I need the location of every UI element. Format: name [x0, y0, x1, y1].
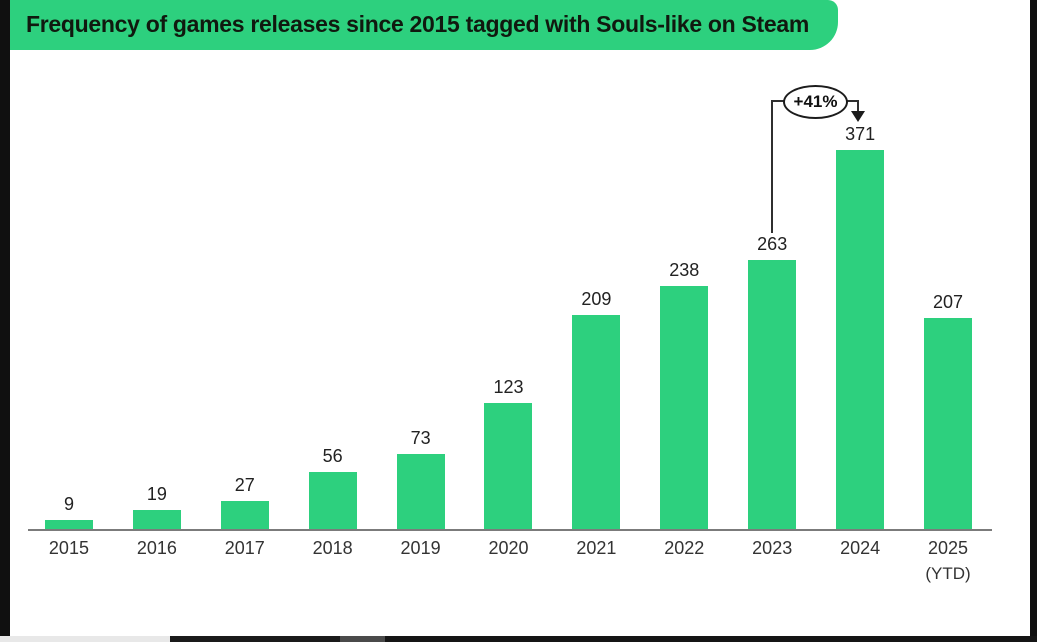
bar-column-2016: 19 [113, 90, 201, 529]
annotation-connector-line-left [771, 100, 784, 102]
x-axis-label-2018: 2018 [312, 538, 353, 558]
bar-column-2025: 207 [904, 90, 992, 529]
bar-2022 [660, 286, 709, 529]
annotation-percent-badge: +41% [783, 85, 848, 119]
bar-2017 [220, 501, 269, 529]
bar-column-2022: 238 [640, 90, 728, 529]
chart-title: Frequency of games releases since 2015 t… [26, 10, 810, 37]
x-axis-label-2025: 2025 (YTD) [904, 538, 992, 584]
x-axis-label-2021: 2021 [576, 538, 617, 558]
bar-value-label-2017: 27 [234, 475, 255, 495]
chart-page: Frequency of games releases since 2015 t… [10, 0, 1030, 636]
bar-column-2018: 56 [289, 90, 377, 529]
annotation-connector-line-right [847, 100, 858, 102]
x-axis-label-2017: 2017 [224, 538, 265, 558]
bar-column-2023: 263 [728, 90, 816, 529]
bar-value-label-2021: 209 [581, 289, 612, 309]
x-axis-sublabel-2025: (YTD) [925, 564, 971, 583]
annotation-connector-line-from-2023 [771, 100, 773, 233]
x-axis-label-2022: 2022 [664, 538, 705, 558]
bar-2020 [484, 403, 533, 529]
annotation-percent-label: +41% [793, 92, 838, 111]
bar-column-2019: 73 [377, 90, 465, 529]
bar-chart-plot-area: 9 19 27 56 73 123 209 238 263 371 207 [25, 90, 992, 529]
bar-2018 [308, 472, 357, 529]
annotation-arrow-shaft [857, 100, 859, 112]
dark-strip [170, 636, 340, 642]
bar-column-2015: 9 [25, 90, 113, 529]
bar-column-2024: 371 [816, 90, 904, 529]
bar-2025 [924, 318, 973, 529]
bar-2023 [748, 260, 797, 529]
x-axis-label-2024: 2024 [840, 538, 881, 558]
x-axis-label-2015: 2015 [48, 538, 89, 558]
bar-value-label-2019: 73 [410, 428, 431, 448]
bar-value-label-2018: 56 [322, 446, 343, 466]
bar-value-label-2025: 207 [932, 292, 964, 312]
bar-2016 [132, 510, 181, 529]
dark-strip [385, 636, 1037, 642]
scrollbar-track-light [0, 636, 170, 642]
bar-2019 [396, 454, 445, 529]
bar-column-2020: 123 [465, 90, 553, 529]
bar-value-label-2015: 9 [63, 494, 74, 514]
bar-column-2021: 209 [552, 90, 640, 529]
window-bottom-strip [0, 636, 1037, 642]
bar-2024 [836, 150, 885, 529]
x-axis-label-2019: 2019 [400, 538, 441, 558]
bar-2015 [44, 520, 93, 529]
bar-value-label-2023: 263 [757, 234, 788, 254]
x-axis-label-2016: 2016 [136, 538, 177, 558]
bar-column-2017: 27 [201, 90, 289, 529]
x-axis-labels-row: 2015 2016 2017 2018 2019 2020 2021 2022 2023 2024… [25, 538, 992, 584]
bar-value-label-2016: 19 [146, 484, 167, 504]
scrollbar-thumb [340, 636, 385, 642]
bar-value-label-2024: 371 [845, 124, 876, 144]
chart-title-banner: Frequency of games releases since 2015 t… [10, 0, 838, 50]
x-axis-label-2020: 2020 [488, 538, 529, 558]
bar-value-label-2022: 238 [669, 260, 700, 280]
x-axis-line [28, 529, 992, 531]
x-axis-label-2023: 2023 [752, 538, 793, 558]
bar-2021 [572, 315, 621, 529]
annotation-arrowhead-down-icon [851, 111, 865, 122]
bar-value-label-2020: 123 [493, 377, 524, 397]
